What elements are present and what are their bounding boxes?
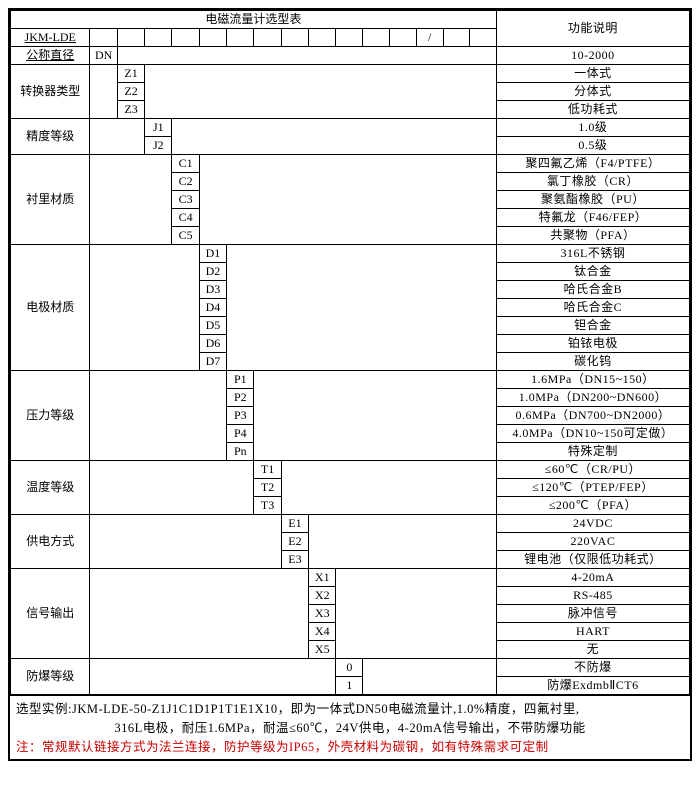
desc-cell: 特氟龙（F46/FEP） bbox=[496, 209, 689, 227]
code-cell: D6 bbox=[199, 335, 226, 353]
desc-cell: HART bbox=[496, 623, 689, 641]
code-cell: E1 bbox=[281, 515, 308, 533]
desc-cell: 低功耗式 bbox=[496, 101, 689, 119]
section-label: 供电方式 bbox=[11, 515, 90, 569]
section-label: 温度等级 bbox=[11, 461, 90, 515]
code-cell: C4 bbox=[172, 209, 199, 227]
desc-cell: 1.0级 bbox=[496, 119, 689, 137]
code-cell: J1 bbox=[145, 119, 172, 137]
code-cell: X4 bbox=[309, 623, 336, 641]
code-cell: P4 bbox=[227, 425, 254, 443]
desc-cell: 不防爆 bbox=[496, 659, 689, 677]
desc-cell: 一体式 bbox=[496, 65, 689, 83]
code-cell: T3 bbox=[254, 497, 281, 515]
header-desc: 功能说明 bbox=[496, 11, 689, 47]
code-cell: T1 bbox=[254, 461, 281, 479]
desc-cell: 分体式 bbox=[496, 83, 689, 101]
desc-cell: 脉冲信号 bbox=[496, 605, 689, 623]
section-label: 精度等级 bbox=[11, 119, 90, 155]
code-cell: D7 bbox=[199, 353, 226, 371]
desc-cell: 氯丁橡胶（CR） bbox=[496, 173, 689, 191]
title: 电磁流量计选型表 bbox=[11, 11, 497, 29]
code-cell: C1 bbox=[172, 155, 199, 173]
desc-cell: 碳化钨 bbox=[496, 353, 689, 371]
code-cell: P1 bbox=[227, 371, 254, 389]
code-cell: Z3 bbox=[117, 101, 144, 119]
section-label: 衬里材质 bbox=[11, 155, 90, 245]
desc-cell: 24VDC bbox=[496, 515, 689, 533]
desc-cell: RS-485 bbox=[496, 587, 689, 605]
desc-cell: 聚四氟乙烯（F4/PTFE） bbox=[496, 155, 689, 173]
desc-cell: 哈氏合金B bbox=[496, 281, 689, 299]
code-cell: C2 bbox=[172, 173, 199, 191]
code-cell: J2 bbox=[145, 137, 172, 155]
table: 电磁流量计选型表功能说明JKM-LDE/公称直径DN10-2000转换器类型Z1… bbox=[10, 10, 690, 695]
section-label: 压力等级 bbox=[11, 371, 90, 461]
desc-cell: 0.5级 bbox=[496, 137, 689, 155]
code-cell: 1 bbox=[336, 677, 363, 695]
code-cell: Z1 bbox=[117, 65, 144, 83]
desc-cell: 4.0MPa（DN10~150可定做） bbox=[496, 425, 689, 443]
desc-cell: 316L不锈钢 bbox=[496, 245, 689, 263]
code-cell: D1 bbox=[199, 245, 226, 263]
note-line-1: 选型实例:JKM-LDE-50-Z1J1C1D1P1T1E1X10，即为一体式D… bbox=[16, 700, 684, 719]
section-label: 防爆等级 bbox=[11, 659, 90, 695]
desc-cell: ≤60℃（CR/PU） bbox=[496, 461, 689, 479]
desc-cell: 防爆ExdmbⅡCT6 bbox=[496, 677, 689, 695]
code-cell: D4 bbox=[199, 299, 226, 317]
desc-cell: 聚氨酯橡胶（PU） bbox=[496, 191, 689, 209]
desc-cell: ≤120℃（PTEP/FEP） bbox=[496, 479, 689, 497]
code-cell: T2 bbox=[254, 479, 281, 497]
code-cell: D5 bbox=[199, 317, 226, 335]
code-cell: X3 bbox=[309, 605, 336, 623]
desc-cell: 哈氏合金C bbox=[496, 299, 689, 317]
code-cell: P2 bbox=[227, 389, 254, 407]
code-cell: X2 bbox=[309, 587, 336, 605]
code-cell: C3 bbox=[172, 191, 199, 209]
code-cell: P3 bbox=[227, 407, 254, 425]
desc-cell: 4-20mA bbox=[496, 569, 689, 587]
code-cell: D3 bbox=[199, 281, 226, 299]
section-label: 公称直径 bbox=[11, 47, 90, 65]
code-cell: D2 bbox=[199, 263, 226, 281]
desc-cell: 钛合金 bbox=[496, 263, 689, 281]
code-cell: X5 bbox=[309, 641, 336, 659]
code-cell: Pn bbox=[227, 443, 254, 461]
section-label: 电极材质 bbox=[11, 245, 90, 371]
desc-cell: 铂铱电极 bbox=[496, 335, 689, 353]
desc-cell: 220VAC bbox=[496, 533, 689, 551]
code-cell: DN bbox=[90, 47, 118, 65]
selection-table: 电磁流量计选型表功能说明JKM-LDE/公称直径DN10-2000转换器类型Z1… bbox=[8, 8, 692, 761]
code-cell: C5 bbox=[172, 227, 199, 245]
code-cell: 0 bbox=[336, 659, 363, 677]
notes: 选型实例:JKM-LDE-50-Z1J1C1D1P1T1E1X10，即为一体式D… bbox=[10, 695, 690, 759]
desc-cell: 钽合金 bbox=[496, 317, 689, 335]
desc-cell: 0.6MPa（DN700~DN2000） bbox=[496, 407, 689, 425]
code-cell: E3 bbox=[281, 551, 308, 569]
desc-cell: 锂电池（仅限低功耗式） bbox=[496, 551, 689, 569]
note-line-2: 316L电极，耐压1.6MPa，耐温≤60℃，24V供电，4-20mA信号输出，… bbox=[16, 719, 684, 738]
code-cell: Z2 bbox=[117, 83, 144, 101]
desc-cell: 特殊定制 bbox=[496, 443, 689, 461]
desc-cell: 无 bbox=[496, 641, 689, 659]
code-cell: E2 bbox=[281, 533, 308, 551]
desc-cell: 1.6MPa（DN15~150） bbox=[496, 371, 689, 389]
desc-cell: 1.0MPa（DN200~DN600） bbox=[496, 389, 689, 407]
desc-cell: ≤200℃（PFA） bbox=[496, 497, 689, 515]
section-label: 信号输出 bbox=[11, 569, 90, 659]
code-cell: X1 bbox=[309, 569, 336, 587]
model-code: JKM-LDE bbox=[11, 29, 90, 47]
desc-cell: 10-2000 bbox=[496, 47, 689, 65]
section-label: 转换器类型 bbox=[11, 65, 90, 119]
desc-cell: 共聚物（PFA） bbox=[496, 227, 689, 245]
note-line-3: 注：常规默认链接方式为法兰连接，防护等级为IP65，外壳材料为碳钢，如有特殊需求… bbox=[16, 738, 684, 757]
